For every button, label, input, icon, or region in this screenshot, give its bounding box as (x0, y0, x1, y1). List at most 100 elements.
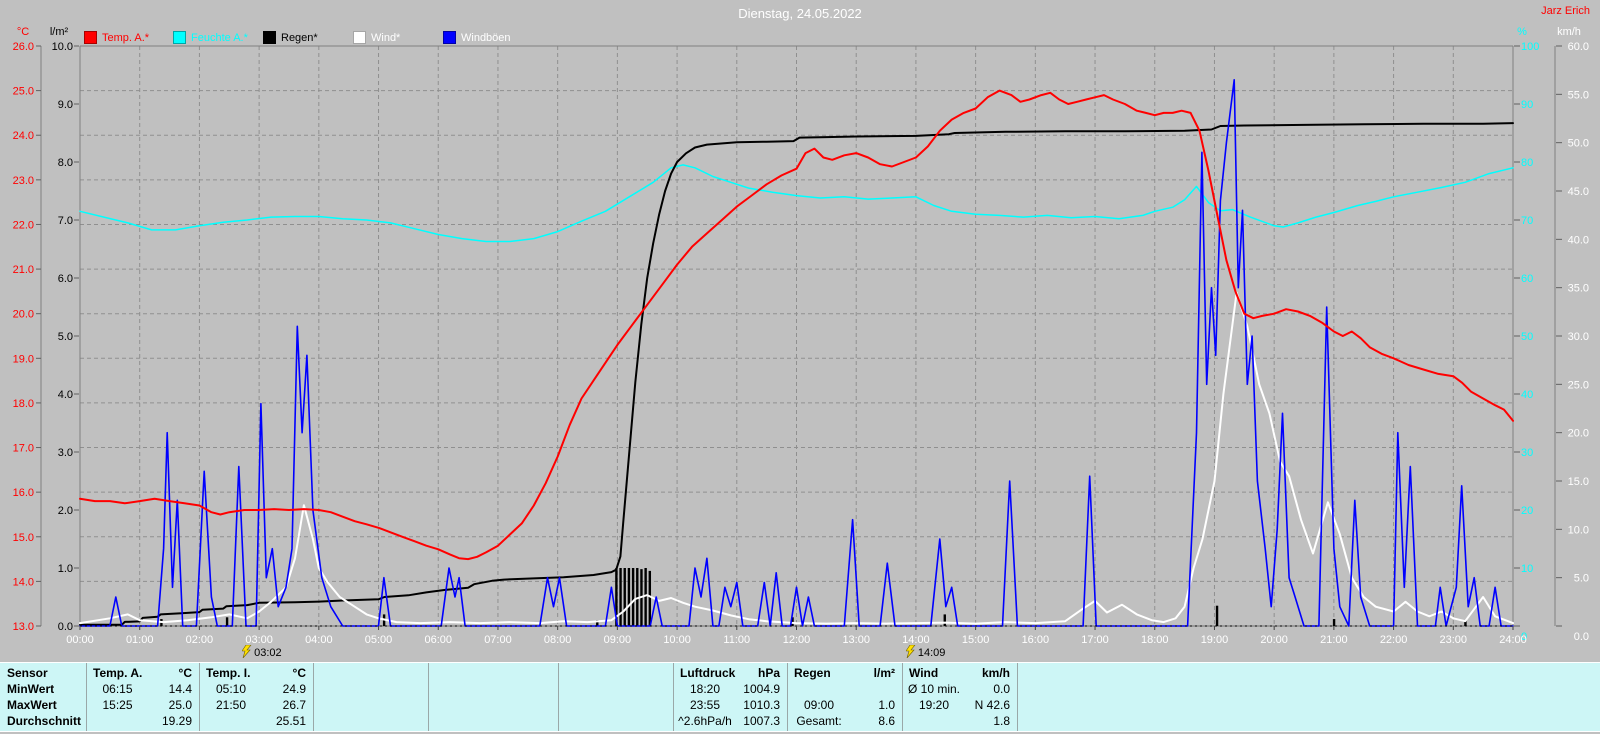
legend-item-rain: Regen* (263, 29, 318, 45)
temp-axis-unit-label: °C (16, 26, 30, 38)
rain-tick-bar (596, 620, 599, 626)
table-group-header: Temp. I. (206, 666, 251, 680)
y-tick-label: 10.0 (1568, 524, 1589, 536)
x-tick-label: 02:00 (186, 634, 214, 646)
y-tick-label: 0.0 (1574, 631, 1589, 643)
y-tick-label: 60 (1521, 273, 1533, 285)
x-tick-label: 23:00 (1440, 634, 1468, 646)
x-tick-label: 15:00 (962, 634, 990, 646)
legend-label-rain: Regen* (281, 31, 318, 44)
x-tick-label: 09:00 (604, 634, 632, 646)
table-group-header: Wind (909, 666, 939, 680)
rain-bar (619, 568, 622, 626)
x-tick-label: 17:00 (1081, 634, 1109, 646)
y-tick-label: 21.0 (13, 264, 34, 276)
y-tick-label: 6.0 (58, 273, 73, 285)
legend-label-gusts: Windböen (461, 31, 511, 44)
table-column-separator (1017, 663, 1018, 731)
x-tick-label: 14:00 (902, 634, 930, 646)
table-group-header: Temp. A. (93, 666, 143, 680)
rain-tick-bar (1215, 605, 1219, 626)
y-tick-label: 30.0 (1568, 331, 1589, 343)
table-row-label: MinWert (7, 682, 55, 696)
rain-bar (631, 568, 635, 626)
wind-series-swatch-icon (353, 31, 366, 45)
y-tick-label: 17.0 (13, 443, 34, 455)
y-tick-label: 23.0 (13, 175, 34, 187)
x-tick-label: 12:00 (783, 634, 811, 646)
series-windben (79, 79, 1514, 627)
y-tick-label: 20 (1521, 505, 1533, 517)
wind-axis-unit-label: km/h (1557, 26, 1581, 38)
x-tick-label: 11:00 (723, 634, 750, 646)
y-tick-label: 80 (1521, 157, 1533, 169)
table-group-unit: °C (178, 666, 192, 680)
x-tick-label: 06:00 (424, 634, 452, 646)
lightning-icon (905, 644, 916, 659)
y-tick-label: 13.0 (13, 621, 34, 633)
x-tick-label: 24:00 (1499, 634, 1527, 646)
table-time-cell: 09:00 (803, 698, 835, 712)
table-value-cell: 1007.3 (743, 714, 780, 728)
table-value-cell: 24.9 (282, 682, 306, 696)
table-column-separator (313, 663, 314, 731)
humidity-axis-unit-label: % (1517, 26, 1527, 38)
rain-tick-bar (1332, 619, 1336, 626)
table-value-cell: 1.0 (878, 698, 895, 712)
y-tick-label: 19.0 (13, 353, 34, 365)
table-time-cell: 18:20 (689, 682, 721, 696)
x-tick-label: 22:00 (1380, 634, 1408, 646)
y-tick-label: 55.0 (1568, 89, 1589, 101)
table-time-cell: 05:10 (215, 682, 247, 696)
table-time-cell: 06:15 (102, 682, 133, 696)
y-tick-label: 60.0 (1568, 41, 1589, 53)
y-tick-label: 14.0 (13, 576, 34, 588)
legend-item-humidity: Feuchte A.* (173, 29, 248, 45)
y-tick-label: 30 (1521, 447, 1533, 459)
weather-chart[interactable]: 26.0 25.0 24.0 23.0 22.0 21.0 20.0 19.0 18.0 17.0… (0, 0, 1600, 648)
rain-series-swatch-icon (263, 31, 276, 45)
x-tick-label: 04:00 (305, 634, 333, 646)
rain-bar (636, 568, 639, 626)
table-column-separator (902, 663, 903, 731)
y-tick-label: 18.0 (13, 398, 34, 410)
event-marker-time: 14:09 (917, 647, 946, 659)
y-tick-label: 50.0 (1568, 138, 1589, 150)
y-tick-label: 4.0 (58, 389, 73, 401)
legend-label-humidity: Feuchte A.* (191, 31, 248, 44)
y-tick-label: 10.0 (52, 41, 73, 53)
table-group-unit: °C (292, 666, 306, 680)
table-group-header: Luftdruck (680, 666, 736, 680)
table-time-cell: 21:50 (215, 698, 247, 712)
rain-bar (615, 568, 618, 626)
temp-series-swatch-icon (84, 31, 97, 45)
event-marker-0302: 03:02 (241, 644, 282, 659)
legend-item-gusts: Windböen (443, 29, 511, 45)
table-row-label: MaxWert (7, 698, 57, 712)
table-column-separator (86, 663, 87, 731)
rain-bar (623, 568, 626, 626)
y-tick-label: 35.0 (1568, 283, 1589, 295)
series-regen (79, 122, 1514, 626)
series-feuchtea (79, 164, 1514, 243)
table-time-cell: Ø 10 min. (907, 682, 961, 696)
y-tick-label: 3.0 (58, 447, 73, 459)
table-value-cell: 1010.3 (743, 698, 780, 712)
y-tick-label: 0.0 (58, 621, 73, 633)
y-tick-label: 15.0 (13, 532, 34, 544)
y-tick-label: 8.0 (58, 157, 73, 169)
y-tick-label: 1.0 (58, 563, 73, 575)
legend-item-temp: Temp. A.* (84, 29, 149, 45)
table-column-separator (558, 663, 559, 731)
table-value-cell: 14.4 (168, 682, 192, 696)
table-time-cell: Gesamt: (796, 714, 842, 728)
table-group-unit: km/h (981, 666, 1010, 680)
table-group-header: Regen (794, 666, 831, 680)
y-tick-label: 16.0 (13, 487, 34, 499)
rain-bar (627, 568, 631, 626)
rain-bar (644, 568, 647, 626)
y-tick-label: 0 (1521, 631, 1527, 643)
table-value-cell: 19.29 (161, 714, 192, 728)
table-column-separator (673, 663, 674, 731)
